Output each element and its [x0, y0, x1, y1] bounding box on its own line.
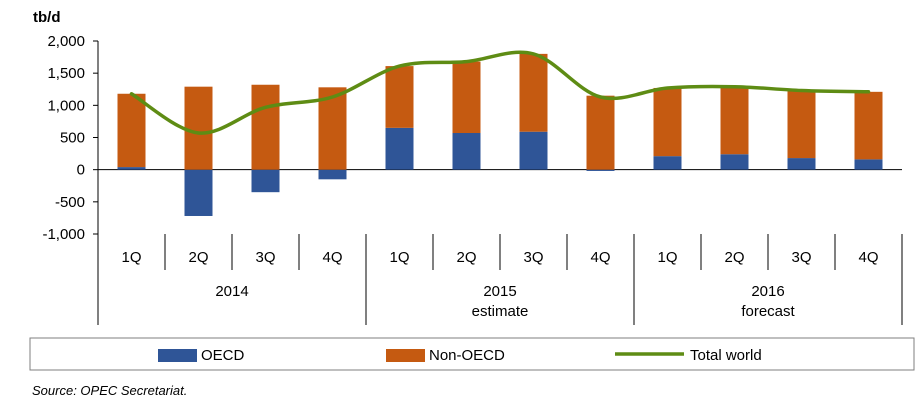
- plot-frame: [97, 41, 902, 234]
- total-world-point: [667, 87, 668, 89]
- x-year-label: 2015: [483, 283, 516, 300]
- total-world-line: [129, 50, 871, 135]
- total-world-point: [466, 61, 467, 63]
- bar-non-oecd: [452, 61, 481, 133]
- total-world-point: [801, 90, 802, 92]
- bar-non-oecd: [385, 66, 414, 128]
- y-tick-label: 1,500: [47, 65, 85, 82]
- bar-non-oecd: [586, 95, 615, 170]
- total-world-point: [734, 86, 735, 88]
- bar-non-oecd: [787, 90, 816, 159]
- bar-non-oecd: [519, 53, 548, 132]
- bar-non-oecd: [117, 93, 146, 168]
- x-category-label: 2Q: [724, 249, 744, 266]
- bar-non-oecd: [251, 84, 280, 170]
- x-year-sublabel: estimate: [472, 303, 529, 320]
- x-category-label: 4Q: [322, 249, 342, 266]
- x-category-label: 4Q: [590, 249, 610, 266]
- x-category-label: 1Q: [121, 249, 141, 266]
- x-category-label: 4Q: [858, 249, 878, 266]
- legend-label-oecd: OECD: [201, 347, 245, 364]
- bar-oecd: [787, 158, 816, 170]
- total-world-point: [533, 53, 534, 55]
- legend-swatch-non-oecd: [386, 349, 425, 362]
- legend-label-non-oecd: Non-OECD: [429, 347, 505, 364]
- bar-oecd: [854, 159, 883, 170]
- bar-non-oecd: [184, 86, 213, 170]
- x-axis: 1Q 2Q 3Q 4Q 1Q 2Q 3Q 4Q 1Q 2Q 3Q 4Q 2014 2015 estimate…: [97, 234, 903, 325]
- x-year-label: 2016: [751, 283, 784, 300]
- x-category-label: 3Q: [523, 249, 543, 266]
- bar-non-oecd: [854, 91, 883, 160]
- y-tick-label: 500: [60, 130, 85, 147]
- legend-swatch-oecd: [158, 349, 197, 362]
- x-category-label: 2Q: [188, 249, 208, 266]
- total-world-point: [868, 91, 869, 93]
- total-world-point: [265, 106, 266, 108]
- bar-non-oecd: [720, 86, 749, 155]
- bar-oecd: [653, 156, 682, 170]
- x-category-label: 1Q: [389, 249, 409, 266]
- y-tick-label: -1,000: [42, 226, 85, 243]
- bar-oecd: [720, 154, 749, 170]
- y-tick-label: 2,000: [47, 33, 85, 50]
- x-year-sublabel: forecast: [741, 303, 795, 320]
- bar-oecd: [586, 169, 615, 171]
- bar-oecd: [318, 169, 347, 180]
- total-world-point: [198, 132, 199, 134]
- total-world-point: [131, 93, 132, 95]
- bar-oecd: [184, 169, 213, 216]
- bar-oecd: [385, 127, 414, 170]
- total-world-point: [600, 96, 601, 98]
- bars: [117, 53, 883, 216]
- bar-oecd: [519, 131, 548, 170]
- total-world-series-line: [129, 50, 871, 135]
- bar-non-oecd: [653, 87, 682, 157]
- x-year-label: 2014: [215, 283, 248, 300]
- x-category-label: 1Q: [657, 249, 677, 266]
- legend: OECD Non-OECD Total world: [29, 337, 915, 371]
- bar-oecd: [117, 167, 146, 170]
- legend-label-total-world: Total world: [690, 347, 762, 364]
- total-world-point: [399, 65, 400, 67]
- bar-oecd: [251, 169, 280, 193]
- x-category-label: 3Q: [791, 249, 811, 266]
- y-tick-label: -500: [55, 194, 85, 211]
- y-tick-label: 1,000: [47, 97, 85, 114]
- y-tick-label: 0: [77, 162, 85, 179]
- x-category-label: 2Q: [456, 249, 476, 266]
- source-note: Source: OPEC Secretariat.: [32, 383, 188, 398]
- y-axis-ticks: 2,000 1,500 1,000 500 0 -500 -1,000: [42, 33, 98, 243]
- x-category-label: 3Q: [255, 249, 275, 266]
- bar-non-oecd: [318, 87, 347, 170]
- y-axis-unit: tb/d: [33, 9, 61, 26]
- total-world-point: [332, 96, 333, 98]
- bar-oecd: [452, 132, 481, 170]
